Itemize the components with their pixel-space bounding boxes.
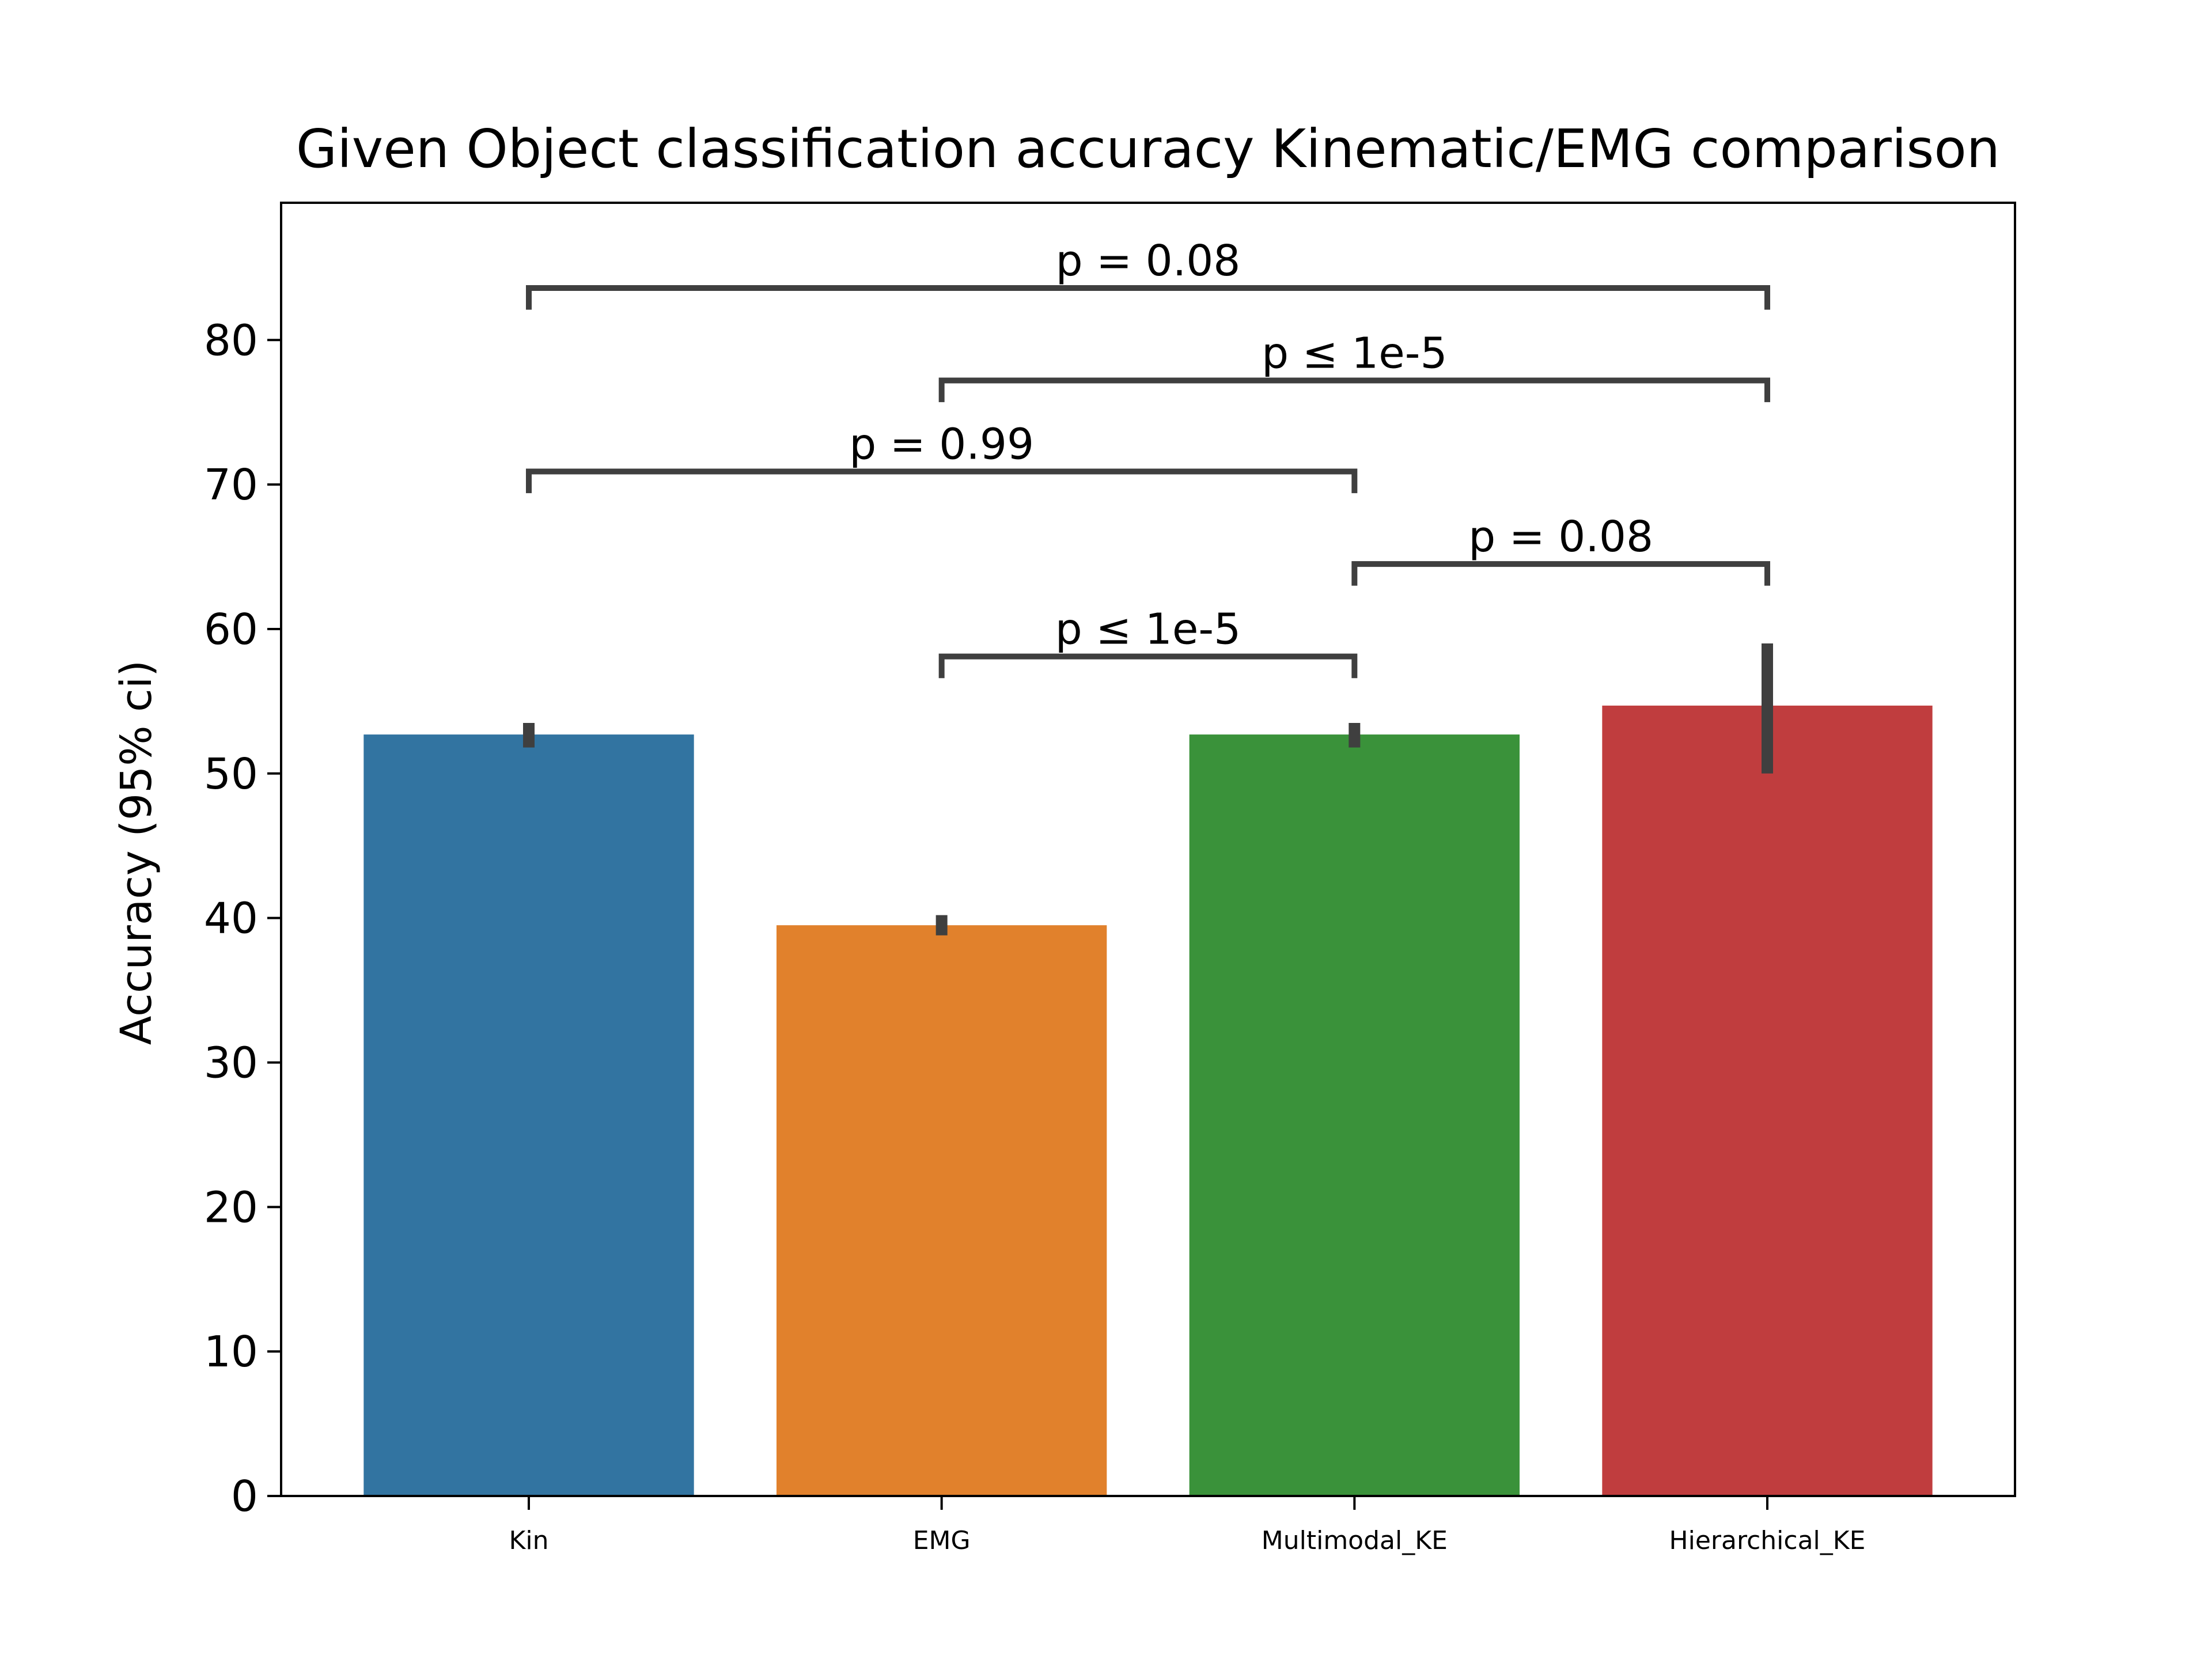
bars-layer <box>363 705 1933 1496</box>
x-tick-label: EMG <box>913 1526 971 1555</box>
x-tick-label: Hierarchical_KE <box>1669 1526 1866 1555</box>
y-tick-label: 20 <box>204 1183 258 1232</box>
significance-label: p ≤ 1e-5 <box>1055 605 1241 654</box>
significance-bracket <box>526 468 1358 494</box>
significance-label: p = 0.99 <box>849 420 1034 469</box>
error-bars-layer <box>523 643 1773 935</box>
significance-bracket <box>526 285 1770 310</box>
bar-emg <box>777 925 1107 1496</box>
y-tick-label: 50 <box>204 749 258 799</box>
significance-label: p ≤ 1e-5 <box>1262 329 1447 378</box>
y-axis-label: Accuracy (95% ci) <box>112 660 161 1045</box>
x-axis: Kin EMG Multimodal_KE Hierarchical_KE <box>509 1496 1866 1555</box>
y-tick-label: 60 <box>204 605 258 654</box>
y-tick-label: 80 <box>204 316 258 365</box>
y-tick-label: 70 <box>204 460 258 510</box>
significance-label: p = 0.08 <box>1468 512 1653 562</box>
significance-layer: p ≤ 1e-5 p = 0.08 p = 0.99 p ≤ 1e-5 p = 0.08 <box>526 236 1770 679</box>
y-tick-label: 30 <box>204 1038 258 1088</box>
y-tick-label: 0 <box>231 1472 258 1521</box>
chart-title: Given Object classification accuracy Kin… <box>296 118 2000 180</box>
significance-bracket <box>938 653 1358 679</box>
x-tick-label: Kin <box>509 1526 549 1555</box>
plot-frame <box>280 202 2016 1497</box>
significance-label: p = 0.08 <box>1056 236 1241 286</box>
y-tick-label: 10 <box>204 1327 258 1377</box>
bar-multimodal-ke <box>1189 734 1520 1496</box>
y-axis: 0 10 20 30 40 50 60 70 80 <box>204 316 281 1521</box>
x-tick-label: Multimodal_KE <box>1262 1526 1448 1555</box>
bar-kin <box>363 734 694 1496</box>
significance-bracket <box>1351 561 1770 586</box>
y-tick-label: 40 <box>204 894 258 944</box>
significance-bracket <box>938 377 1770 403</box>
bar-hierarchical-ke <box>1602 705 1933 1496</box>
